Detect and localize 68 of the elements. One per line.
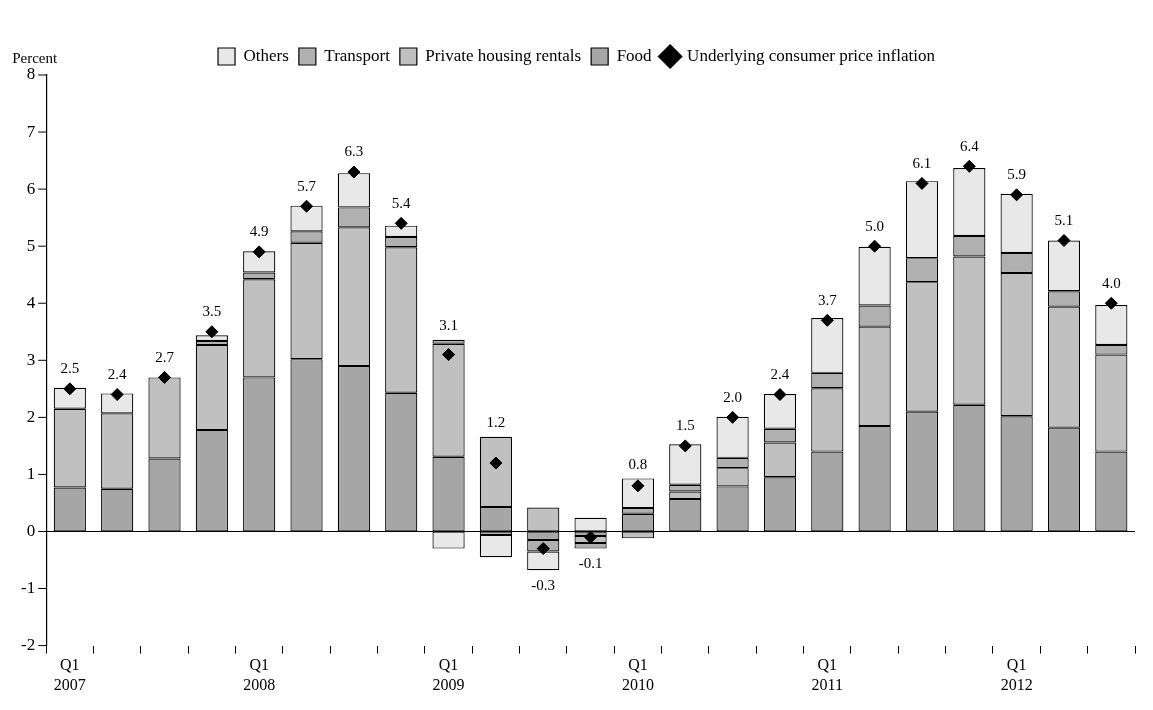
point	[726, 410, 740, 424]
data-label: 3.7	[817, 291, 838, 308]
y-tick-label: 3	[26, 349, 36, 369]
point	[915, 176, 929, 190]
data-label: 2.5	[60, 360, 80, 377]
legend-label: Transport	[324, 45, 391, 65]
point	[962, 159, 976, 173]
data-label: 5.0	[865, 217, 884, 234]
y-axis-title: Percent	[12, 50, 58, 67]
data-label: 0.8	[628, 455, 648, 472]
data-label: 6.1	[912, 154, 932, 171]
point	[300, 199, 314, 213]
point	[584, 530, 598, 544]
y-tick-label: 4	[26, 292, 36, 312]
point	[536, 542, 550, 556]
x-tick-label: Q1 2010	[621, 656, 654, 693]
point	[205, 325, 219, 339]
point	[442, 348, 456, 362]
data-label: 1.2	[486, 414, 506, 431]
data-label: 5.4	[391, 194, 412, 211]
y-tick-label: 2	[26, 406, 36, 426]
legend-label: Others	[243, 45, 289, 65]
data-label: -0.1	[578, 555, 603, 572]
x-tick-label: Q1 2008	[243, 656, 276, 693]
data-label: 4.0	[1101, 274, 1121, 291]
point	[252, 245, 266, 259]
legend-label: Private housing rentals	[425, 45, 582, 65]
data-label: 2.4	[770, 365, 790, 382]
data-label: 1.5	[675, 417, 695, 434]
point	[347, 165, 361, 179]
x-tick-label: Q1 2012	[1000, 656, 1033, 693]
data-label: 2.0	[723, 388, 742, 405]
point	[158, 370, 172, 384]
data-label: 6.4	[959, 137, 980, 154]
y-tick-label: -2	[20, 635, 36, 655]
data-label: 4.9	[249, 223, 269, 240]
point	[820, 313, 834, 327]
x-tick-label: Q1 2011	[811, 656, 843, 693]
point	[63, 382, 77, 396]
point	[773, 388, 787, 402]
x-tick-label: Q1 2007	[53, 656, 86, 693]
y-tick-label: -1	[20, 578, 36, 598]
legend-label: Underlying consumer price inflation	[687, 45, 936, 65]
y-tick-label: 0	[26, 520, 36, 540]
point	[1057, 233, 1071, 247]
point	[489, 456, 503, 470]
x-tick-label: Q1 2009	[432, 656, 465, 693]
point	[1010, 188, 1024, 202]
point	[678, 439, 692, 453]
data-label: 6.3	[344, 143, 364, 160]
point	[394, 216, 408, 230]
data-label: -0.3	[531, 576, 556, 593]
legend-label: Food	[616, 45, 653, 65]
data-label: 3.1	[439, 317, 458, 334]
y-tick-label: 6	[26, 178, 36, 198]
data-label: 5.7	[297, 177, 317, 194]
data-label: 5.1	[1054, 211, 1074, 228]
y-tick-label: 7	[26, 121, 36, 141]
point	[1104, 296, 1118, 310]
y-tick-label: 1	[26, 463, 36, 483]
y-tick-label: 5	[26, 235, 36, 255]
point	[868, 239, 882, 253]
data-label: 2.7	[155, 348, 175, 365]
data-label: 5.9	[1007, 166, 1027, 183]
point	[110, 388, 124, 402]
data-label: 2.4	[107, 365, 128, 382]
y-tick-label: 8	[26, 64, 36, 84]
data-label: 3.5	[202, 303, 222, 320]
